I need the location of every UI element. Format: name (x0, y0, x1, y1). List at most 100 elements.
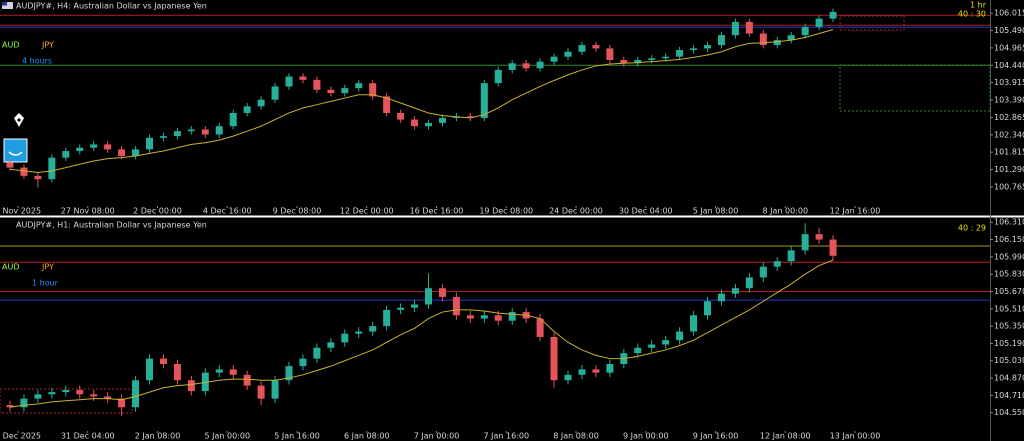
candle-body (731, 288, 739, 294)
candle-body (285, 76, 293, 87)
x-tick-label: 31 Dec 04:00 (61, 432, 115, 441)
x-tick-label: 4 Dec 16:00 (203, 207, 252, 216)
candle-body (118, 398, 126, 408)
candle-body (397, 307, 405, 310)
candle-body (662, 56, 670, 59)
candle-body (494, 315, 502, 321)
candle-body (676, 50, 684, 57)
y-tick-label: 101.290 (994, 165, 1024, 174)
candle-body (229, 112, 237, 127)
y-tick-label: 105.510 (994, 304, 1024, 313)
y-tick-label: 104.550 (994, 408, 1024, 417)
candle-body (578, 45, 586, 52)
candle-body (466, 315, 474, 319)
x-tick-label: 8 Jan 00:00 (762, 207, 808, 216)
pen-icon (17, 118, 21, 122)
candle-body (159, 358, 167, 364)
candle-body (648, 58, 656, 60)
x-tick-label: 19 Dec 08:00 (479, 207, 533, 216)
candle-body (536, 61, 544, 69)
x-tick-label: 24 Dec 00:00 (549, 207, 603, 216)
candle-body (438, 117, 446, 123)
y-tick-label: 105.490 (994, 26, 1024, 35)
candle-body (550, 336, 558, 381)
candle-body (146, 358, 153, 381)
candle-body (815, 18, 823, 27)
candle-body (341, 333, 349, 343)
candle-body (369, 326, 377, 332)
candle-body (313, 347, 321, 359)
candle-body (397, 112, 405, 120)
x-tick-label: 6 Jan 08:00 (344, 432, 390, 441)
moving-average (9, 259, 834, 408)
candle-body (132, 380, 140, 408)
candle-body (327, 342, 335, 348)
candle-body (20, 167, 28, 176)
y-tick-label: 105.190 (994, 339, 1024, 348)
candle-body (452, 296, 460, 316)
y-tick-label: 105.030 (994, 356, 1024, 365)
x-tick-label: 30 Dec 04:00 (619, 207, 673, 216)
candle-body (606, 48, 614, 60)
candle-body (759, 33, 767, 46)
alert-icon (8, 151, 23, 156)
candle-body (704, 301, 711, 316)
candle-body (383, 309, 391, 327)
candle-body (801, 26, 809, 36)
x-tick-label: 27 Nov 08:00 (61, 207, 115, 216)
candle-body (773, 40, 781, 46)
candle-body (690, 315, 698, 332)
candle-body (411, 119, 419, 127)
x-tick-label: 12 Jan 16:00 (830, 207, 881, 216)
candle-body (285, 366, 293, 381)
candle-body (313, 79, 321, 90)
candle-body (704, 45, 711, 49)
candle-body (829, 239, 837, 256)
candle-body (829, 11, 837, 19)
candle-body (787, 35, 795, 41)
candle-body (522, 63, 530, 69)
chart-title: AUDJPY#, H1: Australian Dollar vs Japane… (16, 221, 207, 230)
candle-body (508, 63, 516, 70)
alert-icon[interactable] (3, 138, 28, 163)
period-label: 1 hour (32, 279, 59, 288)
candle-body (425, 288, 432, 305)
candle-body (146, 137, 153, 150)
candle-body (215, 369, 223, 373)
flag-icon (2, 2, 13, 9)
candle-body (745, 21, 753, 34)
candle-body (20, 398, 28, 408)
candle-body (662, 340, 670, 345)
candle-body (494, 69, 502, 84)
candle-body (676, 331, 684, 341)
candle-body (62, 151, 70, 158)
candle-body (480, 315, 488, 319)
bar-timer: 40 : 29 (958, 224, 986, 233)
candle-body (159, 136, 167, 138)
candle-body (690, 48, 698, 51)
candle-body (383, 96, 391, 113)
y-tick-label: 104.440 (994, 61, 1024, 70)
candle-body (62, 389, 70, 393)
x-tick-label: 16 Dec 16:00 (410, 207, 464, 216)
x-tick-label: 4 Nov 2025 (0, 207, 41, 216)
candle-body (564, 374, 572, 381)
y-tick-label: 106.015 (994, 9, 1024, 18)
candle-body (717, 35, 725, 46)
y-tick-label: 102.340 (994, 130, 1024, 139)
candle-body (90, 394, 98, 397)
candle-body (118, 149, 126, 156)
candle-body (592, 369, 600, 373)
y-tick-label: 105.670 (994, 287, 1024, 296)
candle-body (801, 234, 809, 251)
x-tick-label: 13 Jan 00:00 (830, 432, 881, 441)
chart-title: AUDJPY#, H4: Australian Dollar vs Japane… (16, 2, 207, 11)
candle-body (759, 266, 767, 278)
zone-box (839, 15, 905, 31)
candle-body (187, 129, 195, 132)
candle-body (355, 331, 363, 334)
candle-body (731, 21, 739, 36)
candle-body (271, 86, 279, 100)
candle-body (341, 88, 349, 94)
